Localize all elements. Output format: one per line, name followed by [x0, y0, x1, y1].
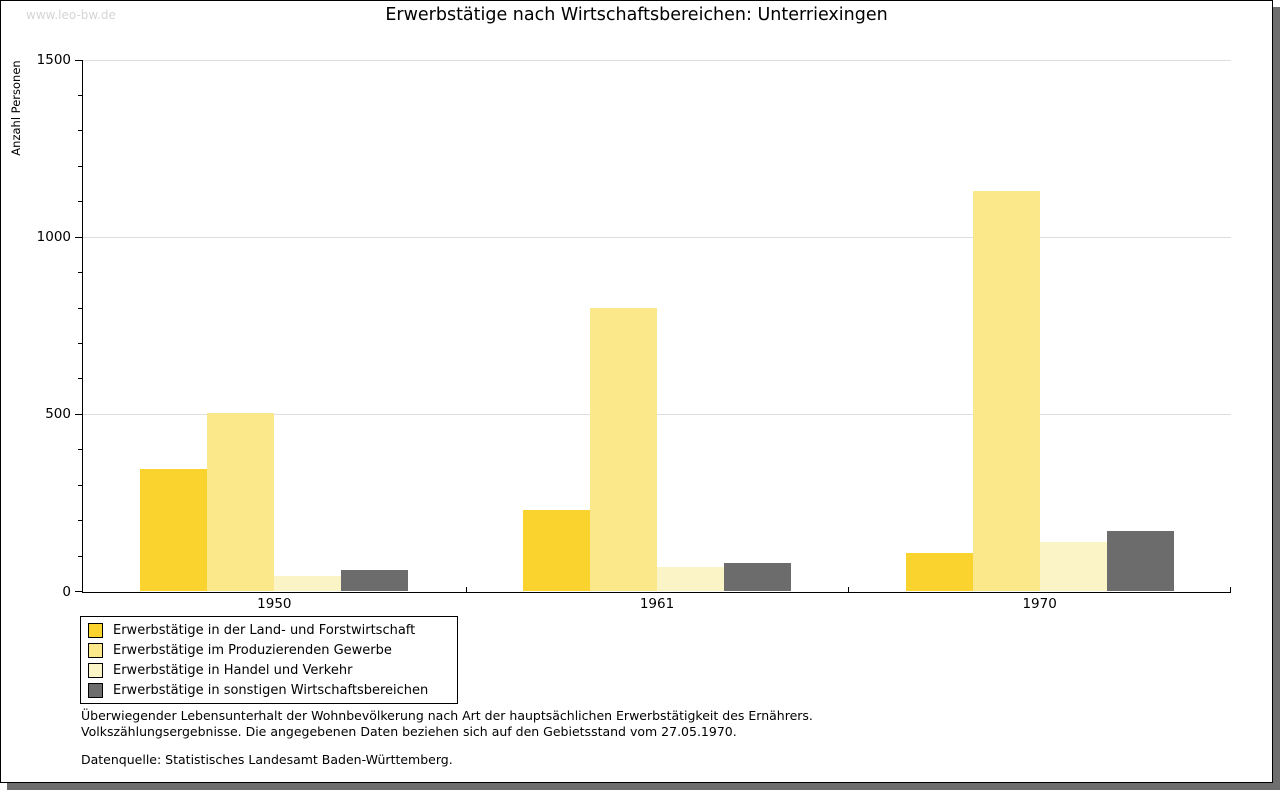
y-major-tick [74, 59, 82, 61]
x-tick [465, 586, 467, 592]
y-minor-tick [77, 378, 82, 380]
y-minor-tick [77, 201, 82, 203]
legend-swatch-icon [88, 683, 103, 699]
legend-label: Erwerbstätige im Produzierenden Gewerbe [113, 642, 392, 658]
gridline-1500 [83, 59, 1231, 61]
legend-label: Erwerbstätige in der Land- und Forstwirt… [113, 622, 416, 638]
bar-1950-series4 [341, 570, 409, 592]
page-title: Erwerbstätige nach Wirtschaftsbereichen:… [385, 5, 888, 25]
legend-item: Erwerbstätige in sonstigen Wirtschaftsbe… [88, 681, 457, 701]
bar-1970-series3 [1039, 541, 1107, 592]
y-minor-tick [77, 449, 82, 451]
y-minor-tick [77, 272, 82, 274]
y-tick-label: 0 [62, 583, 71, 600]
legend-item: Erwerbstätige im Produzierenden Gewerbe [88, 640, 457, 660]
x-category-label: 1950 [257, 596, 292, 612]
bar-1961-series3 [657, 566, 724, 592]
y-axis [81, 60, 83, 592]
legend: Erwerbstätige in der Land- und Forstwirt… [80, 616, 458, 704]
gridline-500 [83, 413, 1231, 415]
x-category-label: 1970 [1022, 596, 1057, 612]
x-tick [1230, 586, 1231, 592]
legend-swatch-icon [88, 622, 103, 638]
bar-1970-series4 [1106, 531, 1174, 592]
x-axis [81, 591, 1231, 593]
y-minor-tick [77, 165, 82, 167]
y-minor-tick [77, 307, 82, 309]
bar-1950-series2 [207, 412, 275, 592]
legend-item: Erwerbstätige in Handel und Verkehr [88, 660, 457, 680]
bar-1970-series2 [972, 191, 1040, 592]
y-minor-tick [77, 130, 82, 132]
bar-1970-series1 [905, 552, 973, 592]
y-tick-label: 1000 [36, 229, 71, 246]
gridline-1000 [83, 236, 1231, 238]
y-tick-label: 500 [45, 406, 71, 423]
footnote-line-2: Volkszählungsergebnisse. Die angegebenen… [81, 724, 737, 739]
bar-1961-series2 [590, 308, 657, 592]
data-source: Datenquelle: Statistisches Landesamt Bad… [81, 752, 453, 767]
watermark: www.leo-bw.de [26, 8, 116, 22]
y-minor-tick [77, 555, 82, 557]
x-tick [848, 586, 850, 592]
footnote-line-1: Überwiegender Lebensunterhalt der Wohnbe… [81, 708, 813, 723]
x-category-label: 1961 [639, 596, 675, 612]
legend-label: Erwerbstätige in sonstigen Wirtschaftsbe… [113, 683, 429, 699]
bar-1961-series4 [724, 563, 791, 592]
y-minor-tick [77, 94, 82, 96]
y-major-tick [74, 413, 82, 415]
legend-label: Erwerbstätige in Handel und Verkehr [113, 662, 353, 678]
y-minor-tick [77, 484, 82, 486]
y-tick-label: 1500 [36, 52, 71, 68]
bar-1961-series1 [523, 510, 590, 592]
legend-swatch-icon [88, 662, 103, 678]
bar-1950-series1 [140, 469, 208, 592]
y-major-tick [74, 591, 82, 592]
y-minor-tick [77, 342, 82, 344]
y-minor-tick [77, 520, 82, 522]
bar-1950-series3 [274, 575, 342, 592]
legend-swatch-icon [88, 642, 103, 658]
legend-item: Erwerbstätige in der Land- und Forstwirt… [88, 620, 457, 640]
y-major-tick [74, 236, 82, 238]
